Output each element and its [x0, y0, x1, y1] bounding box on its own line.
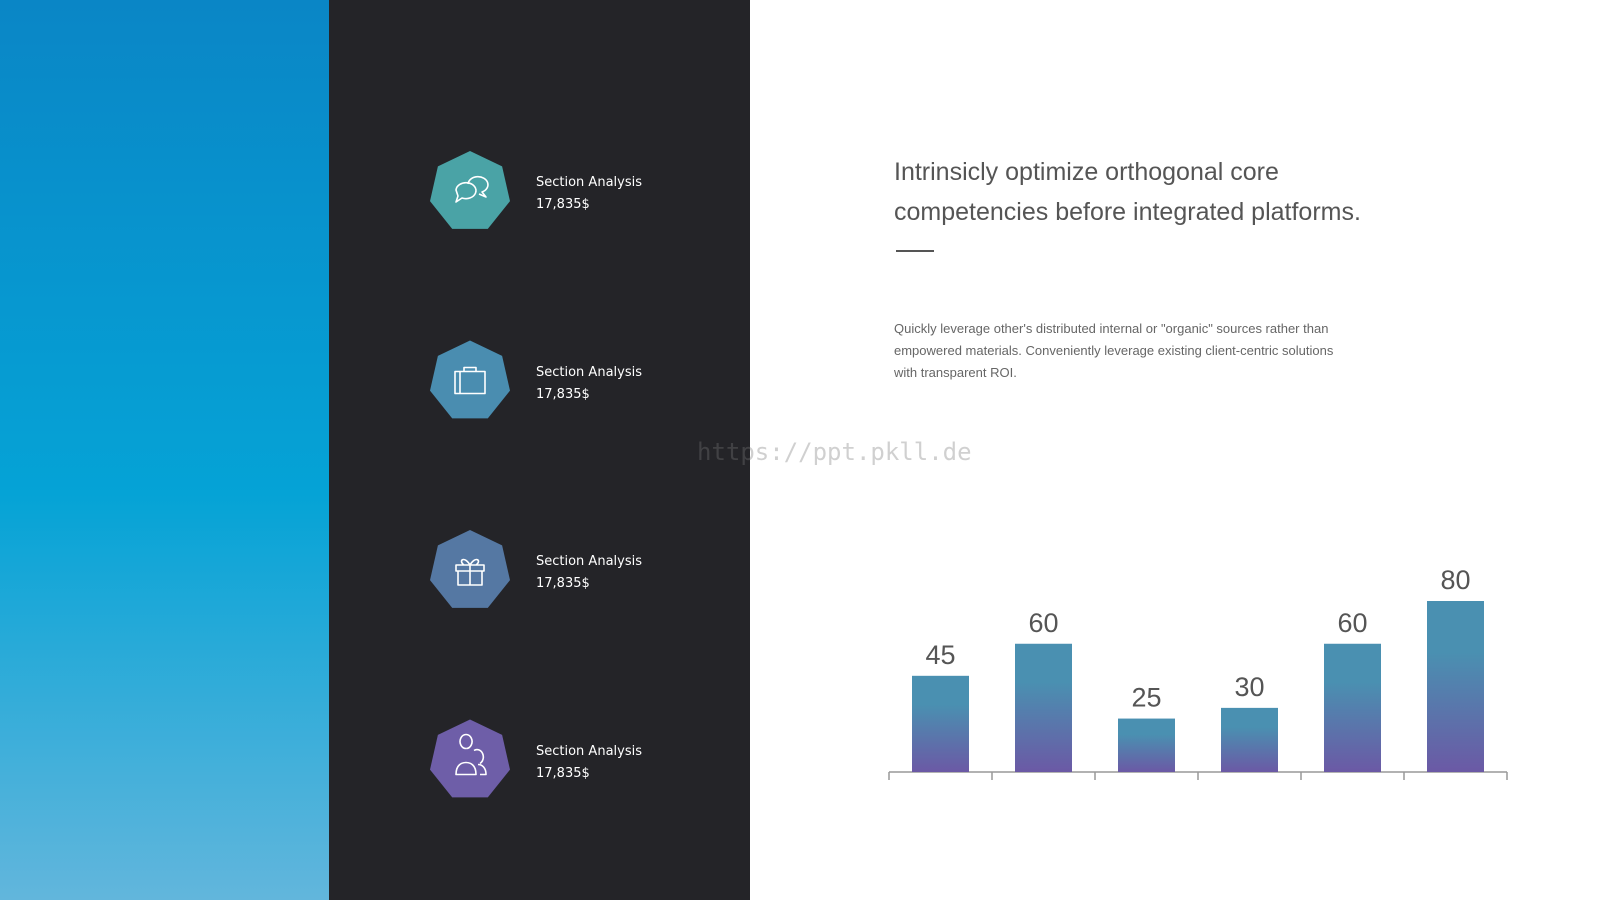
value-label: 45	[925, 640, 955, 670]
item-label: Section Analysis	[536, 364, 642, 380]
item-label: Section Analysis	[536, 743, 642, 759]
body-line: empowered materials. Conveniently levera…	[894, 343, 1334, 358]
item-label: Section Analysis	[536, 554, 642, 569]
bar	[1427, 601, 1484, 772]
body-line: Quickly leverage other's distributed int…	[894, 321, 1329, 336]
value-label: 60	[1337, 608, 1367, 638]
icon	[454, 366, 486, 395]
heading-line: Intrinsicly optimize orthogonal core	[894, 158, 1279, 186]
bar	[912, 675, 969, 772]
icon-badge	[430, 151, 510, 229]
bar	[1324, 643, 1381, 772]
divider	[896, 250, 934, 252]
watermark: https://ppt.pkll.de	[697, 438, 972, 466]
blue-panel	[0, 0, 329, 900]
value-label: 60	[1028, 608, 1058, 638]
heading: Intrinsicly optimize orthogonal core com…	[894, 152, 1361, 232]
icon	[455, 558, 485, 586]
item-value: 17,835$	[536, 386, 590, 402]
item-label: Section Analysis	[536, 175, 642, 190]
heading-line: competencies before integrated platforms…	[894, 198, 1361, 226]
item-text: Section Analysis 17,835$	[536, 741, 642, 785]
bar	[1015, 643, 1072, 772]
bar	[1221, 707, 1278, 772]
icon-badge	[430, 719, 510, 798]
item-text: Section Analysis 17,835$	[536, 551, 642, 595]
value-label: 30	[1234, 672, 1264, 702]
bar	[1118, 718, 1175, 772]
item-text: Section Analysis 17,835$	[536, 362, 642, 406]
icon	[455, 175, 489, 203]
item-value: 17,835$	[536, 576, 590, 591]
body-line: with transparent ROI.	[894, 365, 1017, 380]
icon-badge	[430, 340, 510, 419]
body-text: Quickly leverage other's distributed int…	[894, 318, 1333, 384]
value-label: 25	[1131, 683, 1161, 713]
item-text: Section Analysis 17,835$	[536, 172, 642, 216]
item-value: 17,835$	[536, 197, 590, 212]
value-label: 80	[1440, 565, 1470, 595]
item-value: 17,835$	[536, 765, 590, 781]
icon	[455, 733, 487, 776]
dark-panel	[329, 0, 750, 900]
